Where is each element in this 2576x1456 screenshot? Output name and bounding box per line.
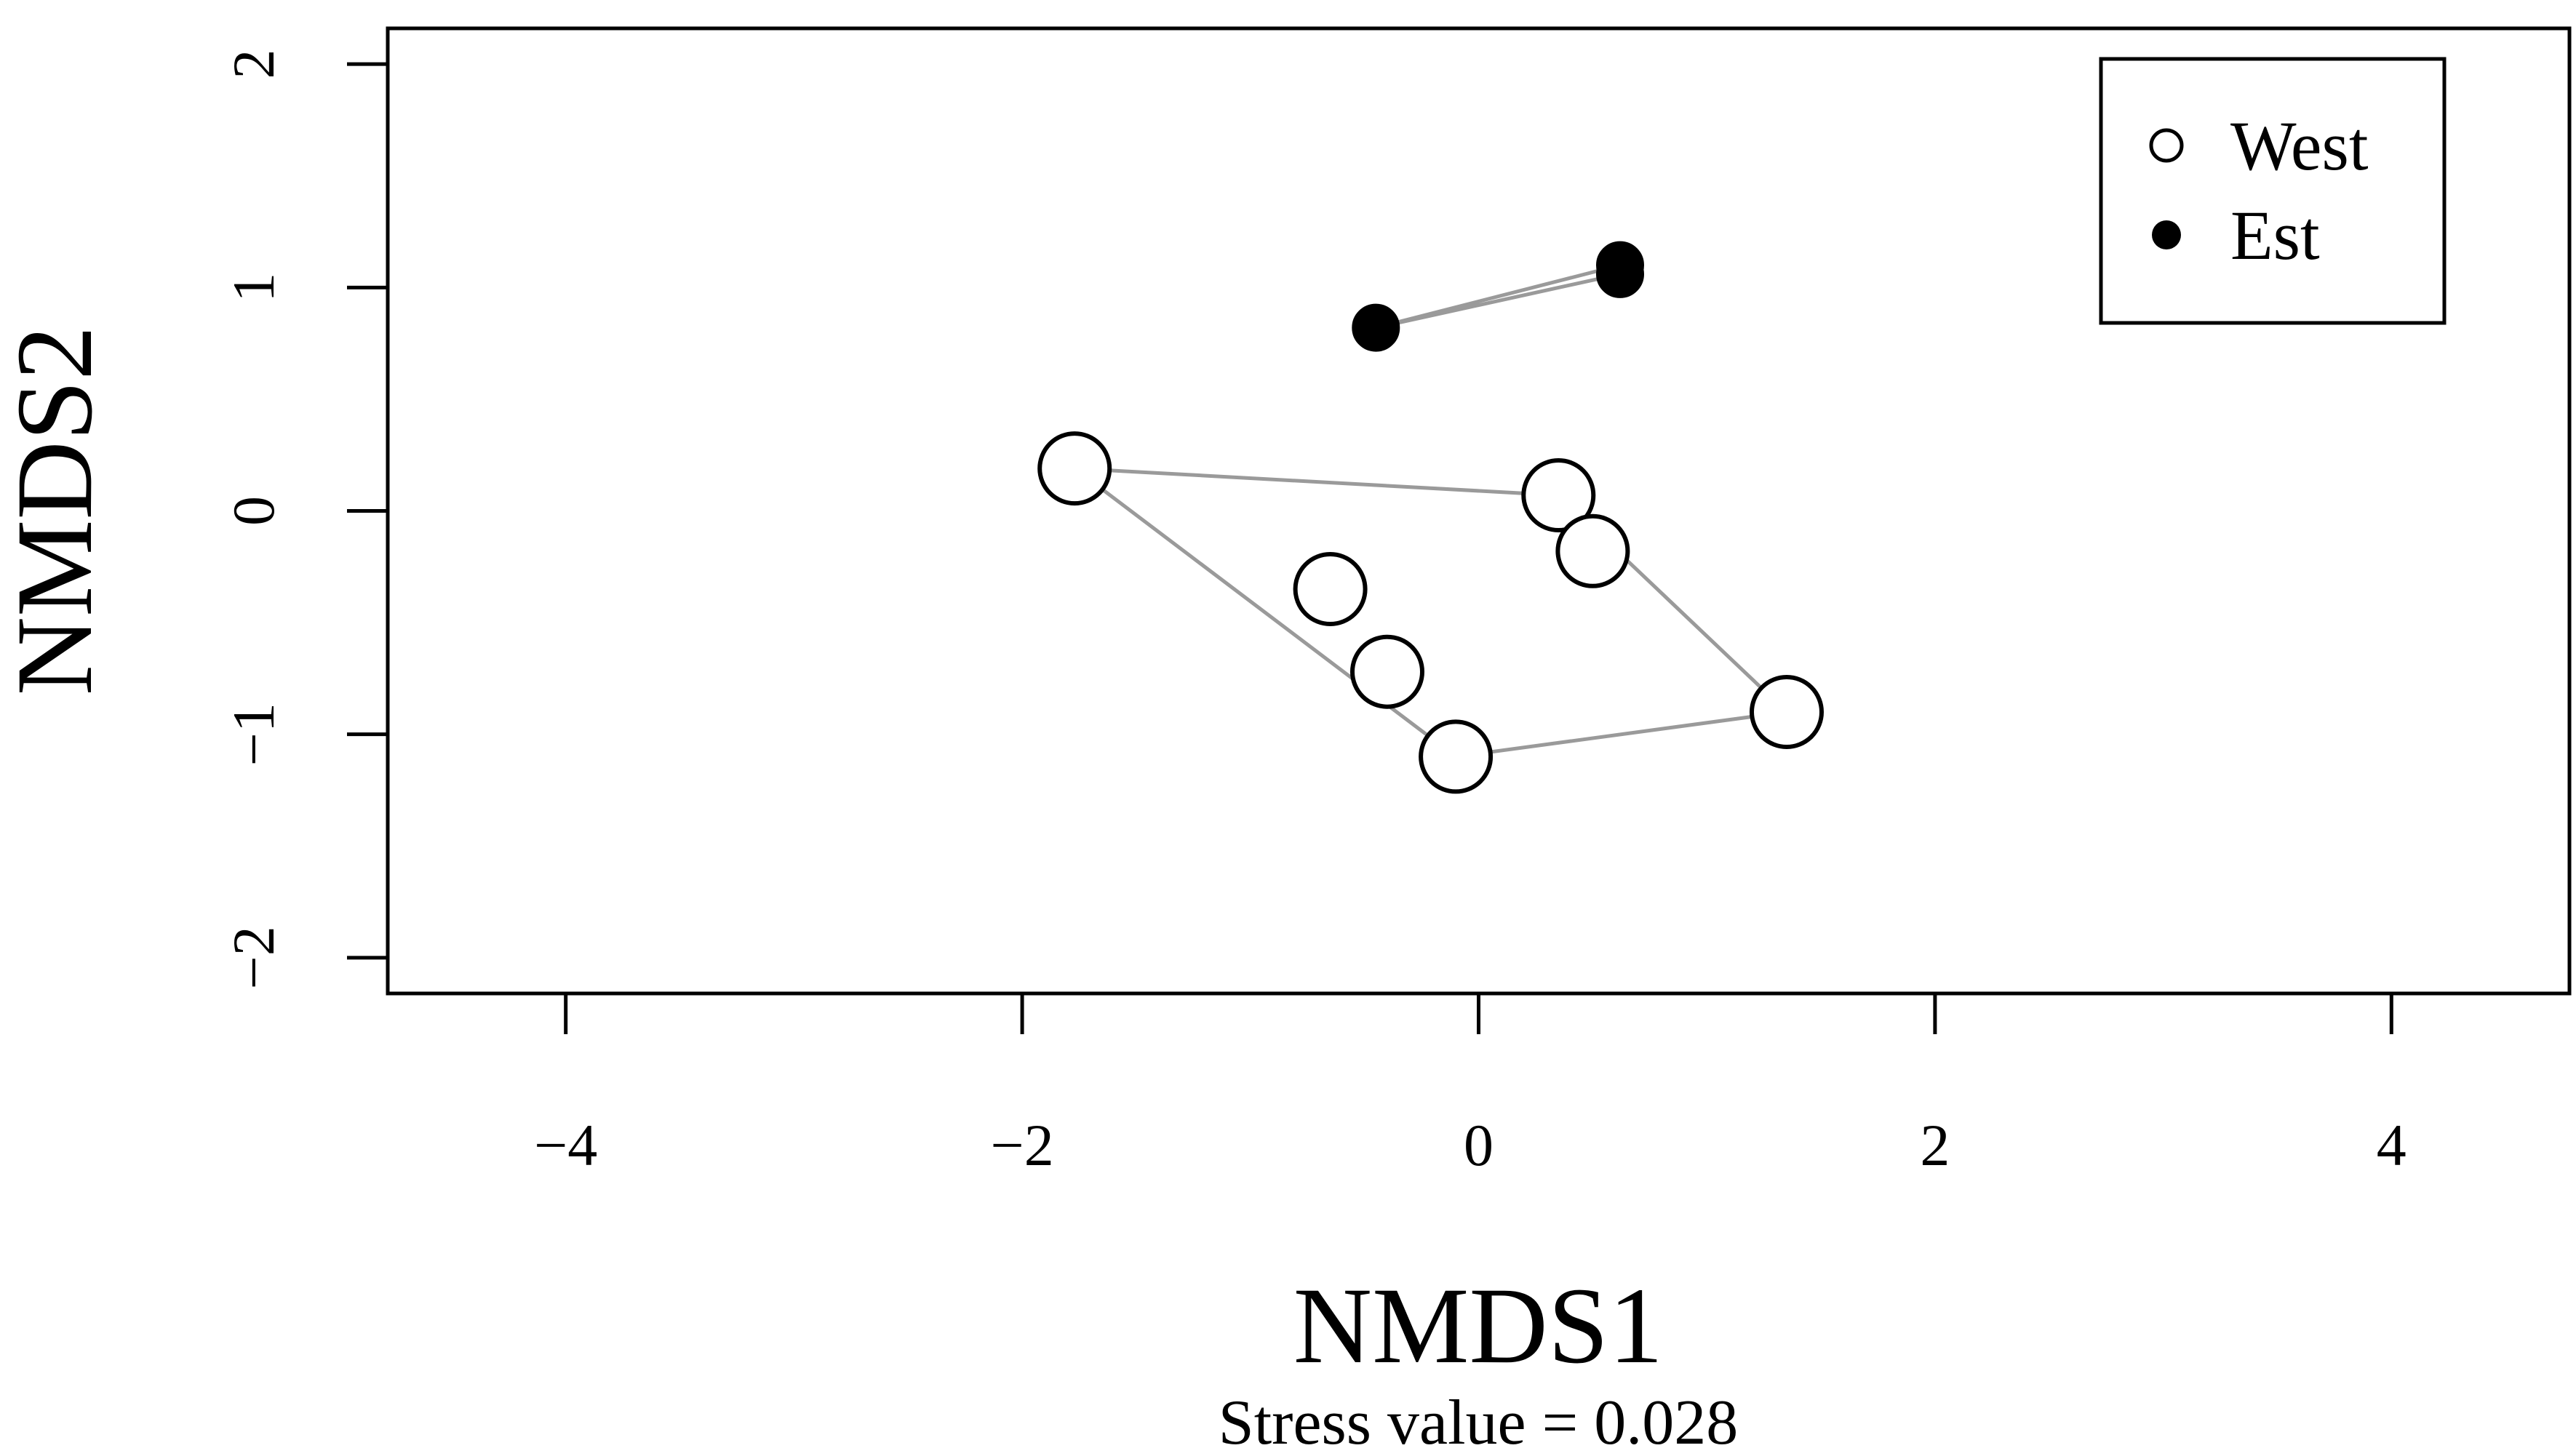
hull-layer (1069, 263, 1791, 759)
y-tick-label: 1 (220, 273, 287, 303)
point-west-5 (1350, 634, 1424, 709)
x-tick-label: 4 (2377, 1112, 2406, 1178)
y-tick-label: 0 (220, 496, 287, 526)
points-layer (1037, 241, 1824, 794)
legend-west-label: West (2230, 107, 2369, 185)
point-west-6 (1419, 719, 1494, 794)
point-west-4 (1293, 552, 1368, 626)
x-axis-title: NMDS1 (1293, 1265, 1663, 1386)
y-axis: −2 −1 0 1 2 (220, 49, 390, 990)
y-axis-title: NMDS2 (0, 326, 115, 695)
hull-est (1375, 263, 1622, 330)
point-est-3 (1596, 249, 1644, 298)
hull-west (1069, 466, 1791, 759)
x-tick-label: 0 (1464, 1112, 1494, 1178)
x-tick-label: −2 (990, 1112, 1053, 1178)
point-west-2 (1521, 458, 1596, 532)
y-tick-label: −1 (220, 703, 287, 766)
legend-west-marker-icon (2149, 128, 2184, 163)
x-tick-label: −4 (534, 1112, 597, 1178)
legend-est-label: Est (2230, 196, 2320, 274)
y-tick-label: −2 (220, 926, 287, 989)
stress-subtitle: Stress value = 0.028 (1219, 1388, 1738, 1456)
legend-box (2099, 57, 2447, 325)
point-west-3 (1555, 513, 1630, 588)
y-tick-label: 2 (220, 49, 287, 79)
legend: West Est (2099, 57, 2447, 325)
point-est-1 (1352, 303, 1400, 352)
point-west-1 (1037, 431, 1112, 506)
x-tick-label: 2 (1920, 1112, 1950, 1178)
point-west-7 (1750, 675, 1824, 749)
x-axis: −4 −2 0 2 4 (534, 991, 2406, 1178)
legend-est-marker-icon (2152, 220, 2181, 249)
